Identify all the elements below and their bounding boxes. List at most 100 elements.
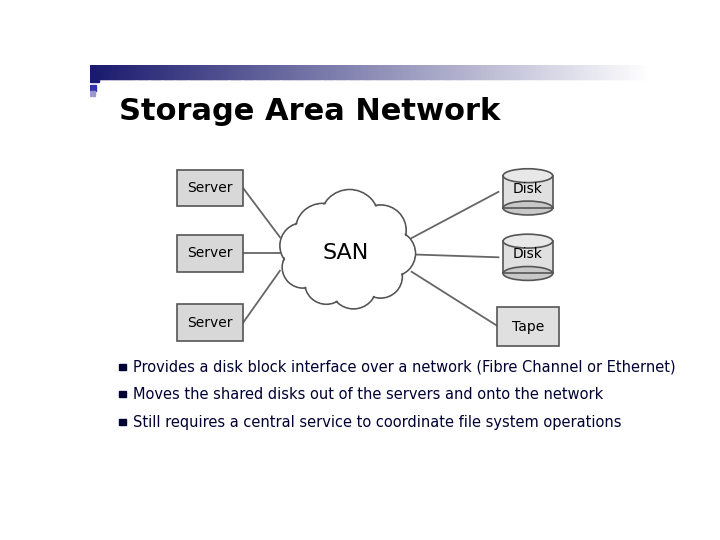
Circle shape [370, 232, 414, 275]
Bar [539, 65, 541, 79]
Bar [469, 65, 472, 79]
Ellipse shape [503, 201, 553, 215]
Bar [215, 65, 217, 79]
Bar [345, 65, 348, 79]
Bar [131, 65, 133, 79]
Bar [310, 65, 312, 79]
Bar [371, 65, 374, 79]
Bar [168, 65, 171, 79]
Bar [593, 65, 595, 79]
Bar [428, 65, 431, 79]
Bar [373, 65, 375, 79]
Bar [475, 65, 477, 79]
Bar [497, 307, 559, 346]
Bar [392, 65, 394, 79]
Bar [239, 65, 241, 79]
Bar [220, 65, 222, 79]
Bar [603, 65, 606, 79]
Bar [464, 65, 467, 79]
Bar [166, 65, 169, 79]
Bar [594, 65, 597, 79]
Bar [120, 363, 126, 370]
Circle shape [295, 204, 350, 257]
Bar [414, 65, 416, 79]
Bar [341, 65, 343, 79]
Bar [217, 65, 219, 79]
Bar [629, 65, 632, 79]
Bar [186, 65, 189, 79]
Bar [252, 65, 254, 79]
Bar [588, 65, 591, 79]
Bar [492, 65, 495, 79]
Bar [256, 65, 258, 79]
Bar [185, 65, 187, 79]
Bar [250, 65, 253, 79]
Bar [176, 65, 178, 79]
Bar [336, 65, 338, 79]
Bar [253, 65, 256, 79]
Bar [109, 65, 111, 79]
Bar [449, 65, 451, 79]
Bar [579, 65, 582, 79]
Bar [613, 65, 616, 79]
Ellipse shape [503, 234, 553, 248]
Bar [549, 65, 552, 79]
Bar [600, 65, 602, 79]
Bar [202, 65, 204, 79]
Bar [631, 65, 634, 79]
Bar [526, 65, 528, 79]
Bar [261, 65, 264, 79]
Bar [635, 65, 638, 79]
Bar [507, 65, 509, 79]
Circle shape [284, 248, 323, 287]
Bar [118, 65, 120, 79]
Bar [382, 65, 384, 79]
Bar [460, 65, 463, 79]
Bar [377, 65, 379, 79]
Bar [306, 65, 308, 79]
Circle shape [356, 206, 405, 254]
Bar [436, 65, 438, 79]
Bar [553, 65, 556, 79]
Bar [90, 85, 96, 91]
Bar [237, 65, 240, 79]
Circle shape [331, 264, 376, 308]
Bar [189, 65, 192, 79]
Bar [626, 65, 629, 79]
Bar [226, 65, 228, 79]
Bar [451, 65, 454, 79]
Bar [198, 65, 200, 79]
Bar [172, 65, 174, 79]
Bar [343, 65, 346, 79]
Bar [90, 72, 99, 82]
Bar [330, 65, 333, 79]
Bar [639, 65, 642, 79]
Bar [324, 65, 327, 79]
Bar [601, 65, 604, 79]
Bar [644, 65, 647, 79]
Bar [516, 65, 518, 79]
Bar [326, 65, 329, 79]
Ellipse shape [503, 168, 553, 183]
Bar [520, 65, 522, 79]
Bar [291, 65, 294, 79]
Bar [386, 65, 388, 79]
Bar [153, 65, 156, 79]
Bar [315, 65, 318, 79]
Bar [142, 65, 145, 79]
Bar [170, 65, 173, 79]
Bar [124, 65, 126, 79]
Bar [97, 65, 100, 79]
Bar [432, 65, 435, 79]
Bar [132, 65, 135, 79]
Text: Disk: Disk [513, 247, 543, 261]
Bar [285, 65, 288, 79]
Bar [105, 65, 107, 79]
Bar [518, 65, 521, 79]
Bar [294, 65, 297, 79]
Bar [438, 65, 441, 79]
Bar [378, 65, 381, 79]
Bar [607, 65, 610, 79]
Bar [380, 65, 383, 79]
Bar [503, 176, 553, 208]
